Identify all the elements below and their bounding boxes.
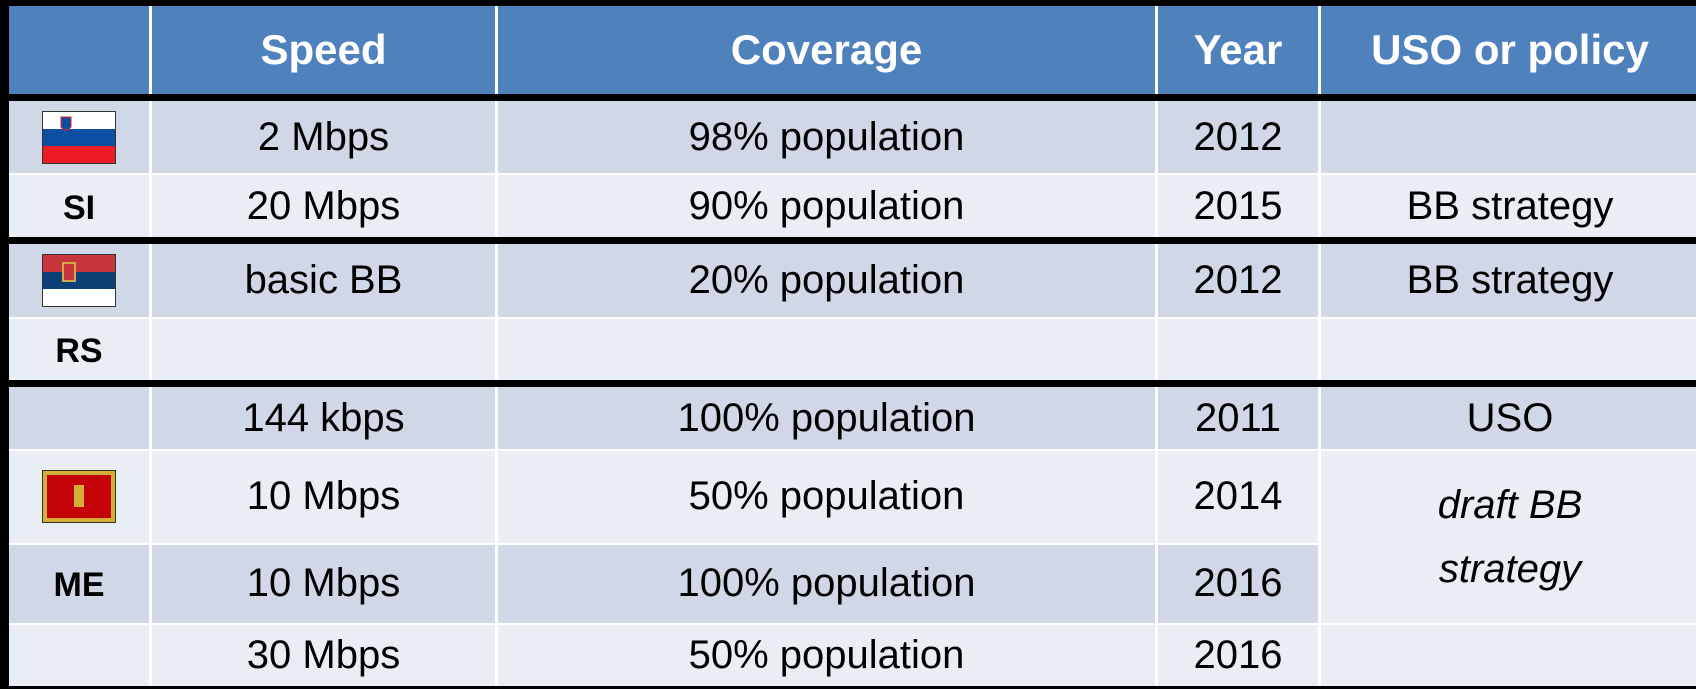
speed-cell: 144 kbps: [149, 380, 498, 450]
coverage-cell: 20% population: [495, 237, 1158, 318]
policy-cell: USO: [1318, 380, 1696, 450]
table-row: 144 kbps 100% population 2011 USO: [0, 380, 1696, 450]
country-cell: SI: [0, 173, 152, 241]
year-cell: 2011: [1155, 380, 1321, 450]
column-header: USO or policy: [1318, 0, 1696, 101]
table-row: ME 10 Mbps 100% population 2016: [0, 542, 1696, 624]
country-code: ME: [53, 566, 105, 605]
year-cell: 2014: [1155, 449, 1321, 544]
table-row: 30 Mbps 50% population 2016: [0, 622, 1696, 689]
column-header: [0, 0, 152, 101]
policy-cell: [1318, 622, 1696, 689]
year-cell: 2012: [1155, 237, 1321, 318]
speed-cell: 10 Mbps: [149, 542, 498, 624]
header-row: Speed Coverage Year USO or policy: [0, 0, 1696, 101]
country-cell: [0, 622, 152, 689]
column-header: Year: [1155, 0, 1321, 101]
table-row: SI 20 Mbps 90% population 2015 BB strategy: [0, 173, 1696, 241]
country-cell: [0, 380, 152, 450]
coverage-cell: [495, 316, 1158, 384]
coverage-cell: 98% population: [495, 94, 1158, 175]
policy-cell: [1318, 94, 1696, 175]
policy-cell: [1318, 316, 1696, 384]
year-cell: 2016: [1155, 542, 1321, 624]
country-cell: [0, 237, 152, 318]
flag: [42, 470, 116, 524]
speed-cell: basic BB: [149, 237, 498, 318]
flag: [42, 110, 116, 164]
speed-cell: [149, 316, 498, 384]
column-header: Speed: [149, 0, 498, 101]
policy-cell: BB strategy: [1318, 237, 1696, 318]
column-header: Coverage: [495, 0, 1158, 101]
speed-cell: 20 Mbps: [149, 173, 498, 241]
table-row: basic BB 20% population 2012 BB strategy: [0, 237, 1696, 318]
year-cell: 2012: [1155, 94, 1321, 175]
speed-cell: 30 Mbps: [149, 622, 498, 689]
country-cell: ME: [0, 542, 152, 624]
coverage-cell: 100% population: [495, 542, 1158, 624]
table-row: 10 Mbps 50% population 2014 draft BB strate…: [0, 449, 1696, 624]
country-cell: RS: [0, 316, 152, 384]
table-row: RS: [0, 316, 1696, 384]
speed-cell: 10 Mbps: [149, 449, 498, 544]
year-cell: [1155, 316, 1321, 384]
flag: [42, 253, 116, 307]
coverage-cell: 90% population: [495, 173, 1158, 241]
country-cell: [0, 449, 152, 544]
table-row: 2 Mbps 98% population 2012: [0, 94, 1696, 175]
coverage-cell: 100% population: [495, 380, 1158, 450]
coverage-cell: 50% population: [495, 622, 1158, 689]
policy-text: draft BB strategy: [1437, 482, 1583, 591]
policy-cell: BB strategy: [1318, 173, 1696, 241]
speed-cell: 2 Mbps: [149, 94, 498, 175]
country-cell: [0, 94, 152, 175]
country-code: RS: [55, 331, 103, 370]
coverage-cell: 50% population: [495, 449, 1158, 544]
policy-cell: draft BB strategy: [1318, 449, 1696, 624]
country-code: SI: [62, 188, 96, 227]
year-cell: 2016: [1155, 622, 1321, 689]
year-cell: 2015: [1155, 173, 1321, 241]
